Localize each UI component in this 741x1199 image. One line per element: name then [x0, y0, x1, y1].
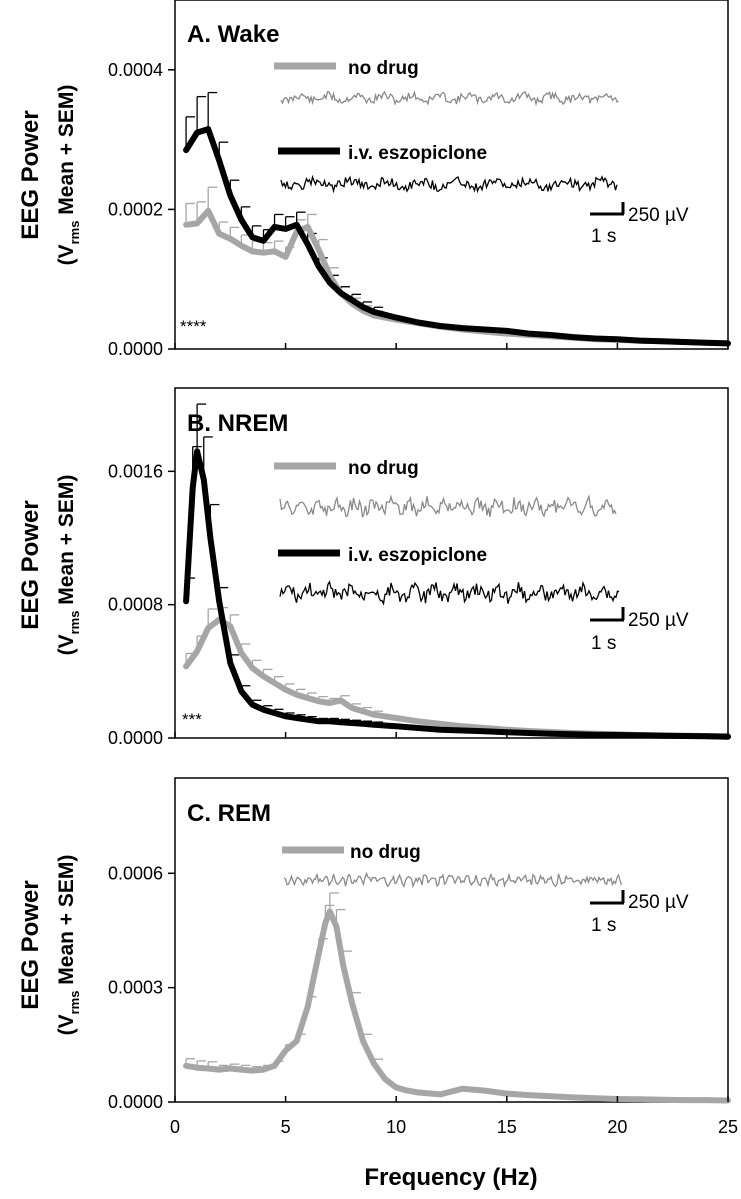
- x-axis-label: Frequency (Hz): [364, 1164, 537, 1191]
- panel-c-legend-no-drug: no drug: [350, 842, 421, 863]
- y-tick-label: 0.0008: [108, 595, 163, 615]
- panel-c-title: C. REM: [187, 800, 271, 827]
- panel-a-error-bars: [185, 91, 384, 316]
- panel-c-error-bars: [185, 892, 384, 1071]
- panel-a-y-ticks: 0.0000 0.0002 0.0004: [108, 60, 175, 359]
- panel-b-scale-bar: 250 µV 1 s: [590, 607, 689, 654]
- panel-a-title: A. Wake: [187, 21, 279, 48]
- y-tick-label: 0.0004: [108, 60, 163, 80]
- panel-b-trace-no-drug: [279, 494, 617, 518]
- y-tick-label: 0.0000: [108, 728, 163, 748]
- x-tick-label: 5: [281, 1117, 291, 1137]
- panel-a-scale-bar: 250 µV 1 s: [590, 202, 689, 247]
- y-tick-label: 0.0000: [108, 1092, 163, 1112]
- panel-b-y-ticks: 0.0000 0.0008 0.0016: [108, 461, 175, 748]
- panel-a-scale-time: 1 s: [591, 226, 616, 247]
- panel-c-y-label: EEG Power (Vrms Mean + SEM): [17, 855, 82, 1036]
- panel-a-x-tick-marks: [174, 343, 729, 349]
- svg-text:EEG Power: EEG Power: [17, 500, 44, 629]
- panel-a-trace-no-drug: [280, 90, 619, 107]
- x-tick-label: 20: [607, 1117, 627, 1137]
- svg-text:(Vrms Mean + SEM): (Vrms Mean + SEM): [55, 855, 82, 1036]
- x-tick-label: 25: [718, 1117, 738, 1137]
- panel-c-frame: [174, 777, 729, 1103]
- panel-c-scale-bar: 250 µV 1 s: [590, 890, 689, 936]
- svg-text:(Vrms Mean + SEM): (Vrms Mean + SEM): [55, 85, 82, 266]
- panel-c-trace-no-drug: [283, 871, 623, 889]
- panel-b-scale-amplitude: 250 µV: [628, 610, 689, 631]
- svg-text:EEG Power: EEG Power: [17, 110, 44, 239]
- panel-b: B. NREM 0.0000 0.0008 0.0016 *** no drug i…: [17, 387, 731, 748]
- panel-b-series: [183, 448, 731, 740]
- panel-b-scale-time: 1 s: [591, 633, 616, 654]
- panel-c-series: [183, 908, 731, 1104]
- svg-text:EEG Power: EEG Power: [17, 880, 44, 1009]
- panel-b-legend-eszopiclone: i.v. eszopiclone: [348, 545, 487, 566]
- y-tick-label: 0.0016: [108, 461, 163, 481]
- panel-b-trace-eszopiclone: [279, 580, 620, 606]
- panel-b-x-tick-marks: [174, 732, 729, 738]
- x-tick-label: 15: [497, 1117, 517, 1137]
- panel-a-y-label: EEG Power (Vrms Mean + SEM): [17, 85, 82, 266]
- panel-a-legend-no-drug: no drug: [348, 58, 419, 79]
- panel-b-title: B. NREM: [187, 410, 288, 437]
- series-line-eszopiclone: [183, 448, 731, 740]
- y-tick-label: 0.0003: [108, 978, 163, 998]
- x-tick-label: 0: [170, 1117, 180, 1137]
- panel-a-trace-eszopiclone: [280, 174, 618, 194]
- panel-c-y-ticks: 0.0000 0.0003 0.0006: [108, 863, 175, 1112]
- series-line-no-drug: [183, 616, 731, 740]
- panel-c-scale-time: 1 s: [591, 915, 616, 936]
- series-line-no-drug: [183, 908, 731, 1104]
- series-line-no-drug: [183, 207, 731, 347]
- series-line-eszopiclone: [183, 126, 731, 347]
- panel-a-legend-eszopiclone: i.v. eszopiclone: [348, 143, 487, 164]
- panel-c-x-ticks: 0 5 10 15 20 25: [170, 1096, 738, 1137]
- panel-a-frame: [174, 0, 729, 350]
- svg-text:(Vrms Mean + SEM): (Vrms Mean + SEM): [55, 475, 82, 656]
- y-tick-label: 0.0006: [108, 863, 163, 883]
- panel-a-significance: ****: [180, 317, 207, 336]
- x-tick-label: 10: [386, 1117, 406, 1137]
- panel-c-scale-amplitude: 250 µV: [628, 892, 689, 913]
- panel-a-series: [183, 126, 731, 347]
- panel-b-y-label: EEG Power (Vrms Mean + SEM): [17, 475, 82, 656]
- panel-b-significance: ***: [182, 710, 202, 729]
- panel-a-scale-amplitude: 250 µV: [628, 205, 689, 226]
- panel-b-frame: [174, 387, 729, 739]
- panel-c: C. REM 0.0000 0.0003 0.0006 0 5 10 15 20 25 no …: [17, 777, 738, 1137]
- y-tick-label: 0.0000: [108, 339, 163, 359]
- y-tick-label: 0.0002: [108, 199, 163, 219]
- panel-b-legend-no-drug: no drug: [348, 458, 419, 479]
